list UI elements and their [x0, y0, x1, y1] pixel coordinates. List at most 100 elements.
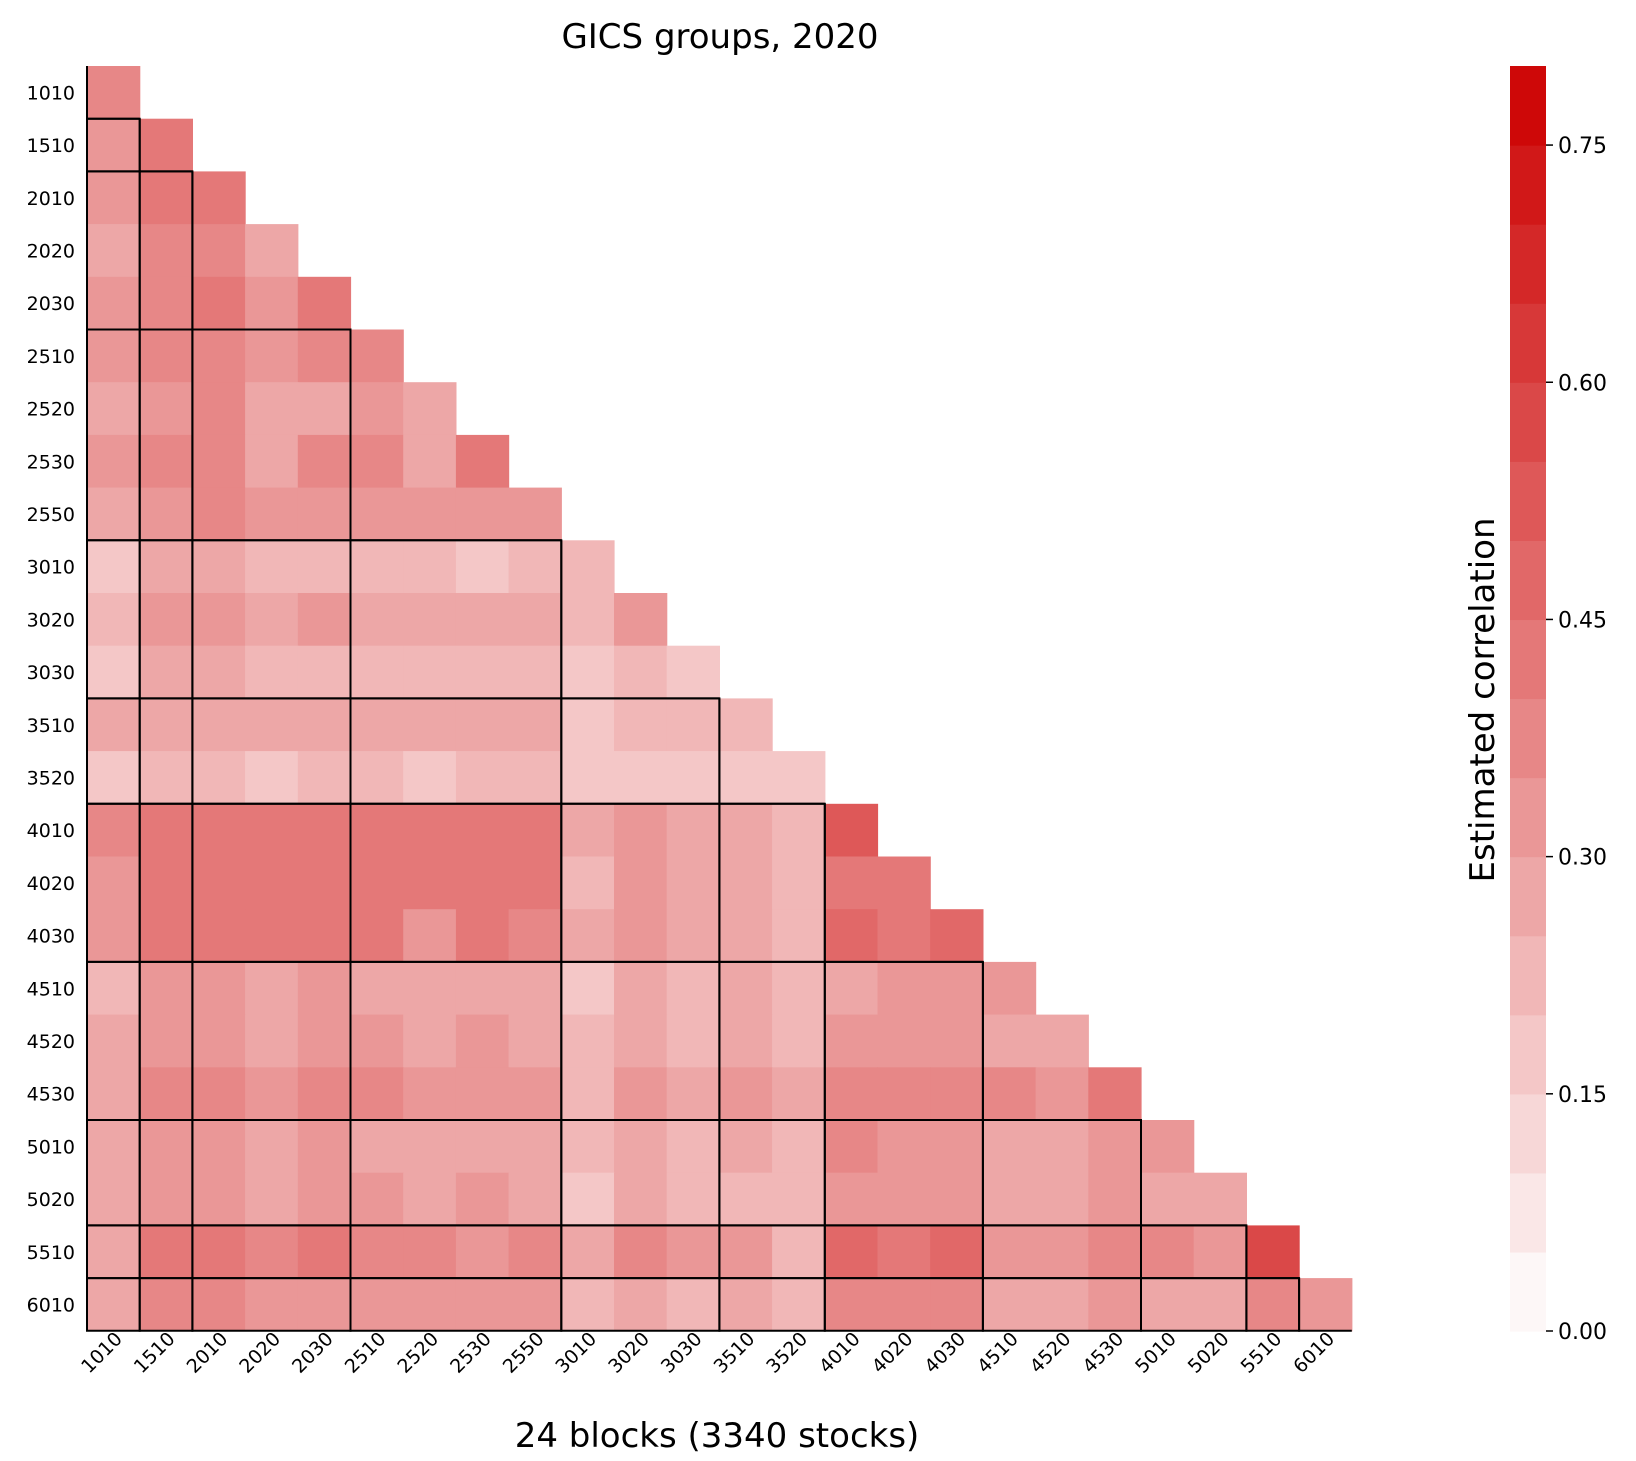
- heatmap-cell: [508, 751, 562, 805]
- heatmap-cell: [245, 224, 299, 278]
- heatmap-cell: [297, 1067, 352, 1121]
- heatmap-cell: [350, 382, 404, 436]
- x-tick-label: 4030: [920, 1328, 970, 1378]
- heatmap-cell: [297, 329, 352, 383]
- heatmap-cell: [87, 1225, 141, 1279]
- heatmap-cell: [403, 1225, 457, 1279]
- heatmap-cell: [403, 1120, 457, 1174]
- heatmap-cell: [139, 171, 193, 225]
- heatmap-cell: [666, 698, 720, 752]
- heatmap-cell: [192, 276, 246, 331]
- heatmap-cell: [508, 1120, 562, 1174]
- heatmap-cell: [350, 856, 404, 910]
- colorbar-tick-label: 0.00: [1558, 1320, 1607, 1345]
- x-tick-label: 5510: [1237, 1328, 1287, 1378]
- heatmap-cell: [561, 1014, 615, 1068]
- x-tick-label: 5020: [1184, 1328, 1234, 1378]
- heatmap-cell: [455, 1172, 510, 1226]
- heatmap-cell: [350, 434, 404, 489]
- heatmap-cell: [877, 856, 931, 910]
- heatmap-cell: [719, 856, 773, 910]
- heatmap-cell: [403, 593, 457, 647]
- y-tick-label: 4510: [27, 978, 75, 1000]
- heatmap-cell: [297, 698, 352, 752]
- y-tick-label: 2550: [27, 504, 75, 526]
- heatmap-cell: [1246, 1278, 1300, 1332]
- heatmap-cell: [561, 645, 615, 699]
- heatmap-cell: [930, 1120, 984, 1174]
- colorbar-segment: [1510, 1251, 1546, 1332]
- heatmap-cell: [508, 1278, 562, 1332]
- heatmap-cell: [297, 434, 352, 489]
- heatmap-cell: [139, 434, 193, 489]
- y-tick-label: 3030: [27, 662, 75, 684]
- heatmap-cell: [350, 803, 404, 858]
- heatmap-cell: [982, 1014, 1037, 1068]
- y-tick-label: 4520: [27, 1031, 75, 1053]
- heatmap-cell: [508, 909, 562, 963]
- heatmap-cell: [192, 856, 246, 910]
- heatmap-cell: [455, 1278, 510, 1332]
- x-tick-label: 2030: [288, 1328, 338, 1378]
- heatmap-cell: [297, 1120, 352, 1174]
- heatmap-cell: [403, 382, 457, 436]
- heatmap-cell: [561, 961, 615, 1016]
- heatmap-cell: [192, 698, 246, 752]
- heatmap-cell: [877, 1067, 931, 1121]
- heatmap-cell: [877, 1014, 931, 1068]
- heatmap-cell: [297, 382, 352, 436]
- x-tick-label: 1010: [77, 1328, 127, 1378]
- heatmap-cell: [877, 1172, 931, 1226]
- y-tick-label: 4010: [27, 820, 75, 842]
- heatmap-cell: [561, 856, 615, 910]
- heatmap-cell: [982, 961, 1037, 1016]
- heatmap-cell: [297, 803, 352, 858]
- colorbar-segment: [1510, 777, 1546, 858]
- heatmap-cell: [982, 1067, 1037, 1121]
- heatmap-cell: [455, 487, 510, 541]
- heatmap-cell: [350, 1067, 404, 1121]
- heatmap-cell: [455, 593, 510, 647]
- heatmap-cell: [297, 909, 352, 963]
- heatmap-cell: [403, 751, 457, 805]
- heatmap-cell: [245, 856, 299, 910]
- colorbar-segment: [1510, 66, 1546, 146]
- x-tick-label: 6010: [1289, 1328, 1339, 1378]
- y-tick-label: 4020: [27, 873, 75, 895]
- colorbar-segment: [1510, 935, 1546, 1016]
- heatmap-cell: [297, 1014, 352, 1068]
- heatmap-cell: [245, 434, 299, 489]
- x-tick-label: 3510: [710, 1328, 760, 1378]
- heatmap-cell: [772, 803, 826, 858]
- heatmap-cell: [139, 382, 193, 436]
- heatmap-cell: [192, 909, 246, 963]
- sector-block-outline: [1298, 1278, 1352, 1332]
- heatmap-cell: [824, 1120, 879, 1174]
- heatmap-cell: [561, 540, 615, 594]
- heatmap-cell: [666, 909, 720, 963]
- heatmap-cell: [245, 751, 299, 805]
- heatmap-cell: [666, 1225, 720, 1279]
- heatmap-cell: [772, 1278, 826, 1332]
- y-tick-label: 6010: [27, 1295, 75, 1317]
- heatmap-cell: [1088, 1278, 1142, 1332]
- heatmap-cell: [139, 909, 193, 963]
- heatmap-cell: [87, 434, 141, 489]
- heatmap-cell: [508, 803, 562, 858]
- colorbar-segment: [1510, 698, 1546, 779]
- heatmap-cell: [824, 1172, 879, 1226]
- heatmap-cell: [666, 1014, 720, 1068]
- heatmap-cell: [350, 1278, 404, 1332]
- heatmap-cell: [87, 1172, 141, 1226]
- heatmap-cell: [87, 645, 141, 699]
- heatmap-cell: [508, 698, 562, 752]
- colorbar-tick-label: 0.30: [1558, 846, 1607, 871]
- heatmap-cell: [982, 1172, 1037, 1226]
- heatmap-cell: [666, 1172, 720, 1226]
- heatmap-cell: [403, 1067, 457, 1121]
- heatmap-cell: [245, 540, 299, 594]
- heatmap-cell: [719, 1120, 773, 1174]
- heatmap-cell: [772, 961, 826, 1016]
- heatmap-cell: [614, 1278, 668, 1332]
- heatmap-cell: [719, 1014, 773, 1068]
